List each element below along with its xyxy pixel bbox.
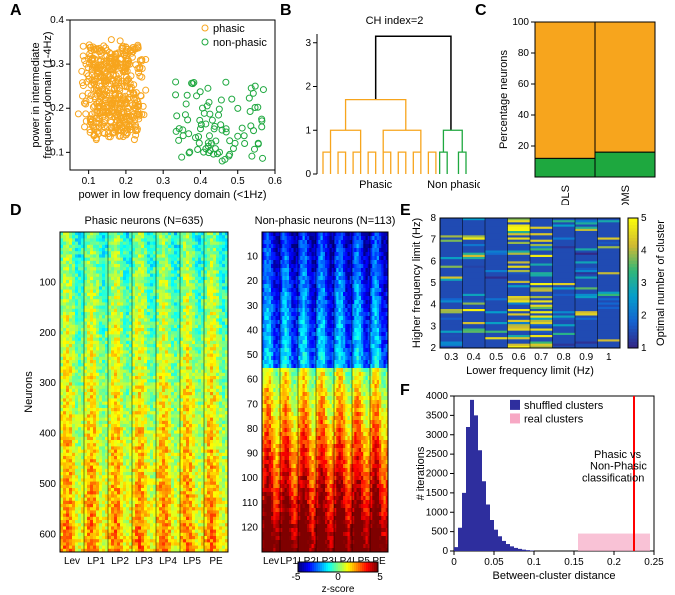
- svg-text:1: 1: [305, 125, 311, 136]
- svg-text:DLS: DLS: [560, 185, 572, 205]
- histogram-f: 00.050.10.150.20.25050010001500200025003…: [410, 388, 670, 588]
- dendrogram-b: CH index=2 0 1 2 3 Phasic Non phasic: [295, 10, 480, 205]
- svg-text:0.1: 0.1: [82, 176, 96, 187]
- svg-text:DMS: DMS: [620, 185, 632, 205]
- svg-text:0.5: 0.5: [231, 176, 245, 187]
- svg-text:Phasic: Phasic: [359, 179, 393, 191]
- svg-text:20: 20: [518, 141, 530, 152]
- svg-text:frequency domain (1-4Hz): frequency domain (1-4Hz): [42, 31, 54, 158]
- svg-text:2: 2: [305, 82, 311, 93]
- svg-text:non-phasic: non-phasic: [213, 37, 267, 49]
- svg-text:power in low frequency domain: power in low frequency domain (<1Hz): [78, 189, 266, 201]
- svg-text:power in intermediate: power in intermediate: [30, 42, 42, 147]
- svg-text:Percentage neurons: Percentage neurons: [498, 49, 510, 149]
- stacked-bar-c: 20 40 60 80 100 Percentage neurons DLS DMS: [495, 10, 670, 205]
- svg-text:60: 60: [518, 79, 530, 90]
- svg-text:3: 3: [305, 38, 311, 49]
- svg-text:40: 40: [518, 110, 530, 121]
- svg-text:0.2: 0.2: [119, 176, 133, 187]
- svg-text:Non phasic: Non phasic: [427, 179, 480, 191]
- heatmap-d: Phasic neurons (N=635)LevLP1LP2LP3LP4LP5…: [18, 210, 403, 595]
- svg-text:phasic: phasic: [213, 23, 245, 35]
- svg-text:Phasic neurons (N=635): Phasic neurons (N=635): [85, 215, 204, 227]
- scatter-plot-a: 0.10.20.30.40.50.60.10.20.30.4power in l…: [25, 10, 285, 205]
- svg-text:0.6: 0.6: [268, 176, 282, 187]
- svg-text:0: 0: [305, 169, 311, 180]
- svg-text:0.4: 0.4: [194, 176, 208, 187]
- svg-text:80: 80: [518, 48, 530, 59]
- svg-text:0.3: 0.3: [156, 176, 170, 187]
- panel-label-a: A: [10, 2, 22, 20]
- svg-text:0.4: 0.4: [50, 15, 64, 26]
- svg-text:100: 100: [512, 17, 529, 28]
- heatmap-e: 0.30.40.50.60.70.80.912345678Lower frequ…: [410, 210, 670, 385]
- svg-text:CH index=2: CH index=2: [366, 15, 424, 27]
